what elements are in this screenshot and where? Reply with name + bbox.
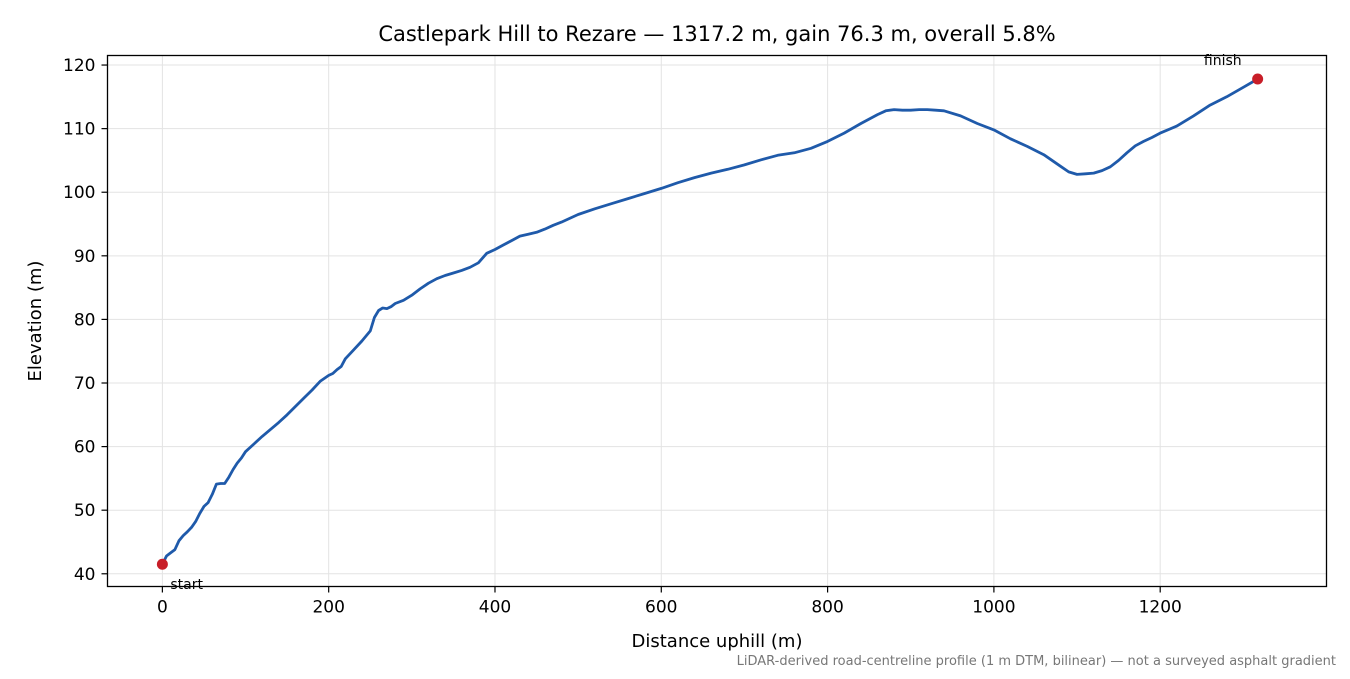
y-tick-label: 70 <box>74 374 96 394</box>
x-tick-label: 600 <box>645 598 677 618</box>
grid <box>107 55 1327 587</box>
x-tick-label: 800 <box>811 598 843 618</box>
x-axis-label: Distance uphill (m) <box>632 631 803 652</box>
elevation-line <box>160 77 1260 566</box>
y-tick-label: 100 <box>63 183 95 203</box>
x-tick-label: 1200 <box>1139 598 1182 618</box>
y-tick-label: 60 <box>74 438 96 458</box>
x-tick-label: 400 <box>479 598 511 618</box>
start-label: start <box>170 577 203 593</box>
axis-ticks: 0 200 400 600 800 1000 1200 40 50 60 70 80 90 100 110 1… <box>63 56 1182 617</box>
footnote: LiDAR-derived road-centreline profile (1… <box>737 654 1336 669</box>
x-tick-label: 1000 <box>972 598 1015 618</box>
y-tick-label: 110 <box>63 120 95 140</box>
markers: start finish <box>156 53 1264 593</box>
series <box>160 77 1260 566</box>
chart-title: Castlepark Hill to Rezare — 1317.2 m, ga… <box>378 22 1055 46</box>
y-axis-label: Elevation (m) <box>25 261 46 382</box>
start-marker <box>156 558 168 570</box>
finish-label: finish <box>1204 53 1242 69</box>
y-tick-label: 90 <box>74 247 96 267</box>
finish-marker <box>1252 73 1264 85</box>
y-tick-label: 120 <box>63 56 95 76</box>
y-tick-label: 80 <box>74 310 96 330</box>
y-tick-label: 50 <box>74 501 96 521</box>
y-tick-label: 40 <box>74 565 96 585</box>
plot-frame <box>106 54 1328 588</box>
x-tick-label: 200 <box>312 598 344 618</box>
x-tick-label: 0 <box>157 598 168 618</box>
